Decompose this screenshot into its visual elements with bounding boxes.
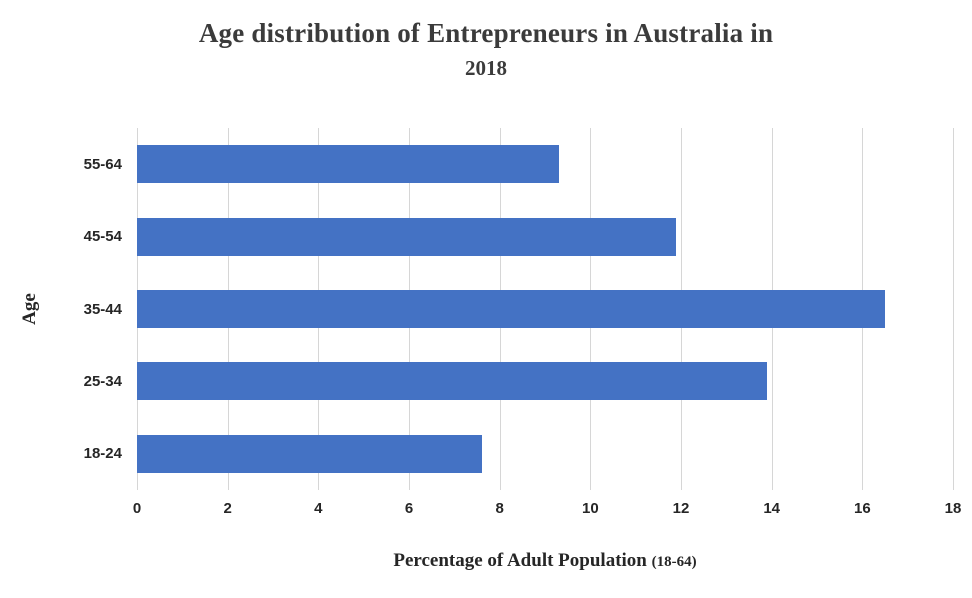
category-label: 35-44 — [83, 300, 122, 318]
chart-title: Age distribution of Entrepreneurs in Aus… — [198, 18, 774, 48]
x-tick-label: 14 — [763, 500, 780, 517]
bar-45-54 — [137, 217, 677, 256]
x-axis-title-main: Percentage of Adult Population — [393, 550, 652, 571]
gridline — [953, 128, 954, 490]
x-tick-label: 2 — [223, 500, 232, 517]
bar-35-44 — [137, 290, 885, 329]
category-axis-labels: 55-64 45-54 35-44 25-34 18-24 — [30, 128, 122, 490]
bar-18-24 — [137, 434, 482, 473]
x-tick-label: 0 — [132, 500, 142, 517]
category-label: 55-64 — [83, 155, 122, 173]
x-tick-label: 16 — [853, 500, 871, 517]
x-tick-label: 10 — [581, 500, 599, 517]
bar-row — [137, 200, 953, 272]
bar-row — [137, 418, 953, 490]
x-tick-label: 12 — [672, 500, 690, 517]
plot-area — [137, 128, 954, 490]
category-label: 45-54 — [83, 228, 122, 246]
chart-subtitle: 2018 — [465, 56, 507, 80]
x-tick-label: 6 — [404, 500, 414, 517]
bar-25-34 — [137, 362, 768, 401]
x-tick-label: 4 — [314, 500, 323, 517]
bar-row — [137, 345, 953, 417]
bar-55-64 — [137, 145, 559, 184]
category-label: 25-34 — [83, 372, 122, 390]
x-axis-title: Percentage of Adult Population (18-64) — [137, 550, 953, 572]
x-axis-tick-labels: 0 2 4 6 8 10 12 14 16 18 — [133, 500, 962, 522]
category-label: 18-24 — [83, 445, 122, 463]
x-axis-title-paren: (18-64) — [651, 554, 697, 570]
bar-row — [137, 273, 953, 345]
x-tick-label: 18 — [944, 500, 962, 517]
x-tick-label: 8 — [495, 500, 504, 517]
bar-series — [137, 128, 953, 490]
bar-row — [137, 128, 953, 200]
